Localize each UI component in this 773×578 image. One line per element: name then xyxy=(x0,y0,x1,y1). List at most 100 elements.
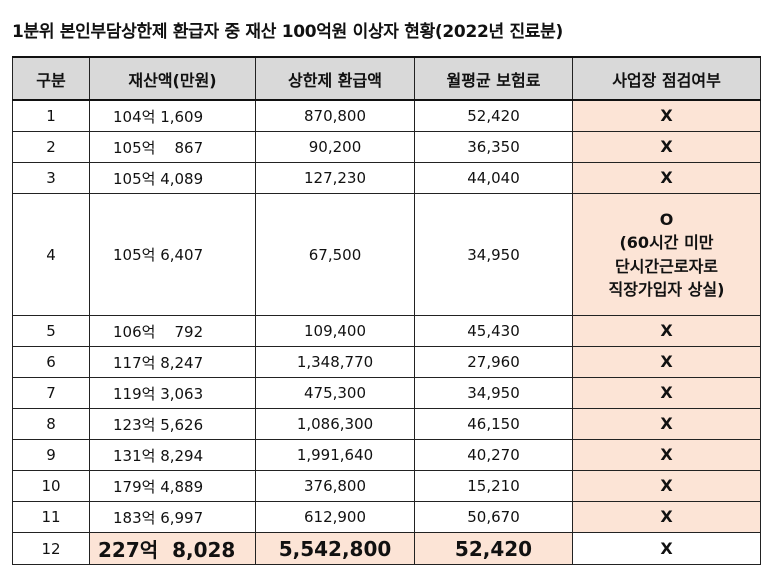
table-row: 11 183억 6,997 612,900 50,670 X xyxy=(12,501,761,533)
cell-premium: 27,960 xyxy=(414,346,573,378)
cell-no: 3 xyxy=(12,162,90,194)
cell-workplace-check: X xyxy=(572,439,761,471)
cell-workplace-check: X xyxy=(572,501,761,533)
cell-refund: 109,400 xyxy=(255,315,415,347)
check-mark: X xyxy=(660,445,673,465)
cell-no: 8 xyxy=(12,408,90,440)
status-table: 구분 재산액(만원) 상한제 환급액 월평균 보험료 사업장 점검여부 1 10… xyxy=(12,56,761,565)
cell-refund: 1,086,300 xyxy=(255,408,415,440)
cell-refund: 870,800 xyxy=(255,99,415,132)
asset-value: 105억 6,407 xyxy=(113,246,204,264)
check-mark: X xyxy=(660,538,673,558)
cell-asset-highlighted: 227억 8,028 xyxy=(89,532,256,565)
cell-asset: 119억 3,063 xyxy=(89,377,256,409)
cell-asset: 104억 1,609 xyxy=(89,99,256,132)
cell-refund-highlighted: 5,542,800 xyxy=(255,532,415,565)
cell-asset: 183억 6,997 xyxy=(89,501,256,533)
cell-no: 2 xyxy=(12,131,90,163)
table-row-highlighted: 12 227억 8,028 5,542,800 52,420 X xyxy=(12,532,761,565)
col-header-premium: 월평균 보험료 xyxy=(414,56,573,101)
cell-premium: 34,950 xyxy=(414,193,573,316)
cell-workplace-check: X xyxy=(572,162,761,194)
asset-value: 117억 8,247 xyxy=(113,353,204,372)
cell-workplace-check: X xyxy=(572,131,761,163)
cell-refund: 612,900 xyxy=(255,501,415,533)
cell-refund: 475,300 xyxy=(255,377,415,409)
table-row: 3 105억 4,089 127,230 44,040 X xyxy=(12,162,761,194)
cell-refund: 1,991,640 xyxy=(255,439,415,471)
check-mark: X xyxy=(660,137,673,157)
cell-workplace-check: X xyxy=(572,470,761,502)
cell-no: 12 xyxy=(12,532,90,565)
asset-value: 105억 4,089 xyxy=(113,169,204,188)
check-mark: X xyxy=(660,352,673,372)
cell-premium: 52,420 xyxy=(414,99,573,132)
cell-workplace-check: X xyxy=(572,315,761,347)
cell-refund: 67,500 xyxy=(255,193,415,316)
check-mark: X xyxy=(660,414,673,434)
check-mark: X xyxy=(660,507,673,527)
asset-value: 123억 5,626 xyxy=(113,415,204,434)
cell-premium: 40,270 xyxy=(414,439,573,471)
col-header-refund: 상한제 환급액 xyxy=(255,56,415,101)
cell-asset: 105억 6,407 xyxy=(89,193,256,316)
cell-no: 1 xyxy=(12,99,90,132)
cell-no: 9 xyxy=(12,439,90,471)
table-row: 4 105억 6,407 67,500 34,950 O (60시간 미만 단시… xyxy=(12,193,761,316)
cell-premium: 34,950 xyxy=(414,377,573,409)
cell-workplace-check: X xyxy=(572,346,761,378)
cell-no: 5 xyxy=(12,315,90,347)
header-row: 구분 재산액(만원) 상한제 환급액 월평균 보험료 사업장 점검여부 xyxy=(12,56,761,101)
cell-asset: 179억 4,889 xyxy=(89,470,256,502)
cell-asset: 106억 792 xyxy=(89,315,256,347)
table-row: 7 119억 3,063 475,300 34,950 X xyxy=(12,377,761,409)
cell-premium-highlighted: 52,420 xyxy=(414,532,573,565)
check-mark: X xyxy=(660,476,673,496)
cell-workplace-check: X xyxy=(572,532,761,565)
cell-workplace-check: O (60시간 미만 단시간근로자로 직장가입자 상실) xyxy=(572,193,761,316)
table-row: 1 104억 1,609 870,800 52,420 X xyxy=(12,99,761,132)
cell-no: 6 xyxy=(12,346,90,378)
asset-value: 106억 792 xyxy=(113,322,204,341)
check-mark: X xyxy=(660,383,673,403)
check-note-line: 직장가입자 상실) xyxy=(608,279,725,299)
col-header-workplace-check: 사업장 점검여부 xyxy=(572,56,761,101)
check-mark: X xyxy=(660,321,673,341)
cell-premium: 36,350 xyxy=(414,131,573,163)
cell-refund: 376,800 xyxy=(255,470,415,502)
asset-value: 131억 8,294 xyxy=(113,446,204,465)
asset-value: 227억 8,028 xyxy=(98,538,236,562)
check-note-line: 단시간근로자로 xyxy=(614,256,719,276)
cell-workplace-check: X xyxy=(572,377,761,409)
cell-asset: 131억 8,294 xyxy=(89,439,256,471)
col-header-no: 구분 xyxy=(12,56,90,101)
cell-no: 4 xyxy=(12,193,90,316)
cell-workplace-check: X xyxy=(572,408,761,440)
cell-no: 7 xyxy=(12,377,90,409)
asset-value: 179억 4,889 xyxy=(113,477,204,496)
check-note-line: (60시간 미만 xyxy=(619,233,714,253)
cell-premium: 44,040 xyxy=(414,162,573,194)
table-row: 9 131억 8,294 1,991,640 40,270 X xyxy=(12,439,761,471)
cell-premium: 50,670 xyxy=(414,501,573,533)
table-row: 2 105억 867 90,200 36,350 X xyxy=(12,131,761,163)
cell-asset: 105억 867 xyxy=(89,131,256,163)
cell-refund: 127,230 xyxy=(255,162,415,194)
table-row: 8 123억 5,626 1,086,300 46,150 X xyxy=(12,408,761,440)
page-title: 1분위 본인부담상한제 환급자 중 재산 100억원 이상자 현황(2022년 … xyxy=(12,22,563,42)
cell-asset: 117억 8,247 xyxy=(89,346,256,378)
asset-value: 119억 3,063 xyxy=(113,384,204,403)
table-row: 6 117억 8,247 1,348,770 27,960 X xyxy=(12,346,761,378)
asset-value: 183억 6,997 xyxy=(113,508,204,527)
col-header-asset: 재산액(만원) xyxy=(89,56,256,101)
cell-asset: 105억 4,089 xyxy=(89,162,256,194)
table-row: 10 179억 4,889 376,800 15,210 X xyxy=(12,470,761,502)
asset-value: 105억 867 xyxy=(113,138,204,157)
cell-no: 11 xyxy=(12,501,90,533)
cell-premium: 15,210 xyxy=(414,470,573,502)
cell-asset: 123억 5,626 xyxy=(89,408,256,440)
check-mark: X xyxy=(660,168,673,188)
cell-refund: 90,200 xyxy=(255,131,415,163)
cell-refund: 1,348,770 xyxy=(255,346,415,378)
cell-premium: 46,150 xyxy=(414,408,573,440)
